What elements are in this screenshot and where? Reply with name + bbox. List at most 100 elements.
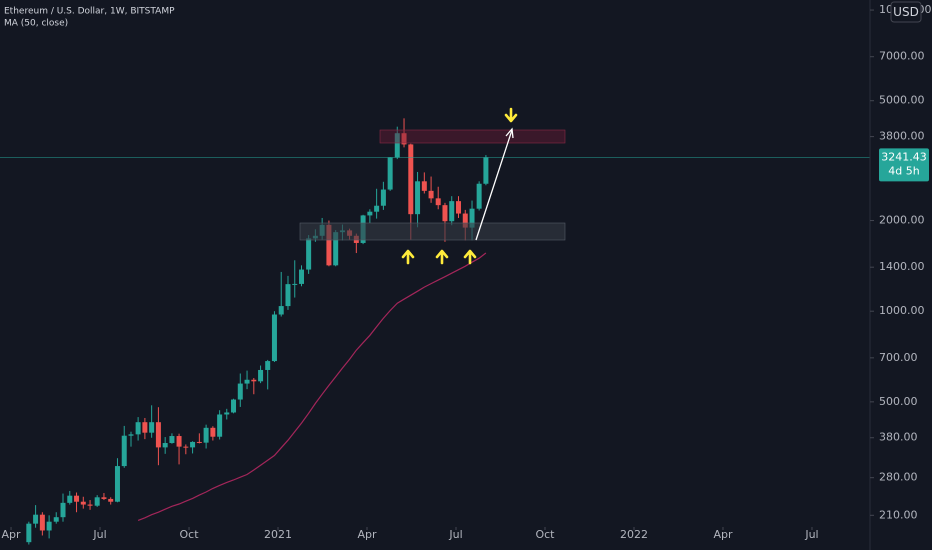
candle-body — [80, 501, 86, 505]
candle-body — [421, 181, 427, 191]
x-tick-label: Jul — [448, 528, 462, 541]
y-tick-label: 500.00 — [879, 395, 918, 408]
up-arrow — [401, 249, 415, 265]
x-tick-label: 2021 — [264, 528, 292, 541]
candle-body — [196, 441, 202, 443]
candle-body — [285, 284, 291, 307]
y-tick-label: 7000.00 — [879, 50, 925, 63]
up-arrow — [435, 249, 449, 265]
y-tick-label: 3800.00 — [879, 130, 925, 143]
candle-body — [114, 466, 120, 502]
chart-title: Ethereum / U.S. Dollar, 1W, BITSTAMP — [4, 7, 175, 17]
candle-body — [190, 441, 196, 448]
candle-body — [176, 436, 182, 447]
currency: USD — [893, 5, 919, 19]
candle-body — [408, 144, 414, 215]
candle-body — [449, 201, 455, 222]
candle-body — [271, 314, 277, 362]
candle-body — [306, 238, 312, 270]
candle-body — [94, 497, 100, 506]
candle-body — [101, 497, 107, 499]
candle-body — [67, 495, 73, 503]
countdown: 4d 5h — [888, 164, 919, 177]
x-tick-label: Oct — [180, 528, 200, 541]
y-tick-label: 1000.00 — [879, 304, 925, 317]
candle-body — [455, 201, 461, 214]
candle-body — [367, 211, 373, 216]
resistance-zone — [379, 129, 566, 144]
projection-arrowhead — [505, 127, 514, 139]
indicator-name: MA (50, close) — [4, 19, 68, 29]
candle-body — [462, 213, 468, 228]
candle-body — [217, 414, 223, 437]
candle-body — [87, 504, 93, 506]
candle-body — [244, 379, 250, 384]
candle-body — [442, 205, 448, 222]
candle-body — [74, 495, 80, 502]
candle-body — [121, 435, 127, 467]
candle-body — [333, 232, 339, 266]
candle-body — [231, 399, 237, 413]
candle-body — [258, 369, 264, 382]
candle-body — [415, 181, 421, 215]
y-tick-label: 700.00 — [879, 351, 918, 364]
y-tick-label: 280.00 — [879, 471, 918, 484]
y-tick-label: 380.00 — [879, 431, 918, 444]
y-tick-label: 2000.00 — [879, 214, 925, 227]
y-tick-label: 5000.00 — [879, 94, 925, 107]
candle-body — [46, 521, 52, 531]
candle-body — [162, 443, 168, 448]
candle-body — [26, 523, 32, 543]
candle-body — [278, 306, 284, 315]
candle-body — [60, 502, 66, 518]
candle-body — [428, 190, 434, 199]
candle-body — [374, 205, 380, 212]
candle-body — [128, 434, 134, 436]
candle-body — [149, 422, 155, 433]
candle-body — [39, 514, 45, 531]
candle-body — [326, 224, 332, 266]
candle-body — [33, 514, 39, 524]
down-arrow — [504, 107, 518, 123]
last-price-box — [879, 148, 929, 182]
candle-body — [142, 422, 148, 433]
candle-body — [483, 157, 489, 184]
candle-body — [380, 189, 386, 206]
candle-body — [108, 498, 114, 502]
candle-body — [292, 283, 298, 285]
candle-body — [401, 133, 407, 145]
candle-body — [210, 427, 216, 437]
moving-average — [137, 252, 487, 521]
candle-body — [53, 517, 59, 522]
x-tick-label: Apr — [713, 528, 733, 541]
x-tick-label: Oct — [535, 528, 555, 541]
candle-body — [183, 446, 189, 448]
candle-body — [224, 412, 230, 415]
y-tick-label: 210.00 — [879, 508, 918, 521]
candle-body — [394, 133, 400, 158]
candle-body — [169, 436, 175, 444]
candle-body — [299, 269, 305, 284]
x-tick-label: 2022 — [620, 528, 648, 541]
candle-body — [435, 198, 441, 206]
candle-body — [237, 383, 243, 400]
candle-body — [476, 183, 482, 209]
y-tick-label: 1400.00 — [879, 260, 925, 273]
plot — [0, 118, 870, 545]
candle-body — [135, 422, 141, 435]
candle-body — [155, 422, 161, 448]
x-tick-label: Apr — [357, 528, 377, 541]
support-zone — [299, 222, 566, 241]
axes: 210.00 280.00 380.00 500.00 700.00 1000.00 140… — [2, 3, 932, 541]
candle-body — [251, 379, 257, 382]
x-tick-label: Apr — [2, 528, 22, 541]
arrows — [401, 107, 518, 265]
last-price-label: 3241.43 — [881, 150, 927, 163]
currency-box[interactable] — [890, 1, 922, 23]
projection-line — [475, 129, 513, 241]
candle-body — [265, 361, 271, 370]
x-tick-label: Jul — [804, 528, 818, 541]
candle-body — [387, 157, 393, 190]
